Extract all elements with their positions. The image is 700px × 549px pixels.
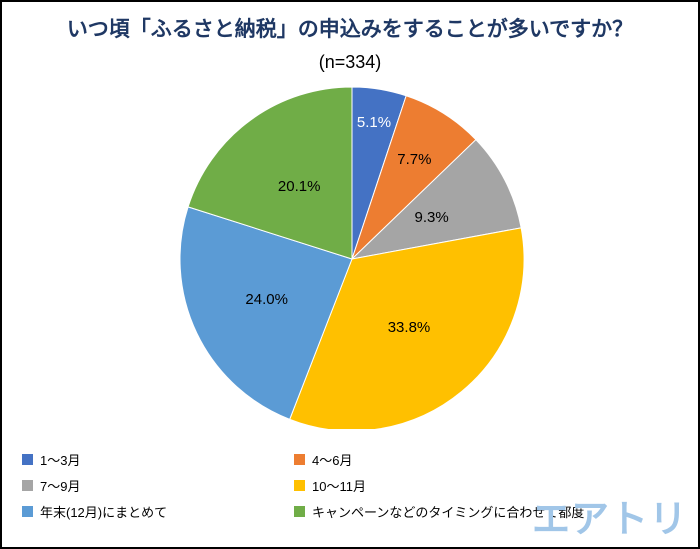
pie-label-5: 20.1% xyxy=(278,178,321,195)
legend-swatch-3 xyxy=(294,479,305,491)
legend-label-2: 7〜9月 xyxy=(40,478,81,494)
sample-size-label: (n=334) xyxy=(318,52,382,73)
pie-label-0: 5.1% xyxy=(357,114,391,131)
legend-label-5: キャンペーンなどのタイミングに合わせて都度 xyxy=(312,504,585,520)
legend-swatch-0 xyxy=(22,453,33,465)
legend-item-5: キャンペーンなどのタイミングに合わせて都度 xyxy=(294,498,642,524)
pie-label-4: 24.0% xyxy=(245,291,288,308)
legend-label-4: 年末(12月)にまとめて xyxy=(40,504,168,520)
legend-swatch-2 xyxy=(22,479,33,491)
pie-label-3: 33.8% xyxy=(388,319,431,336)
pie-label-1: 7.7% xyxy=(397,151,431,168)
brand-logo: エアトリ xyxy=(531,499,688,541)
pie-slice-4 xyxy=(179,206,353,421)
legend-item-4: 年末(12月)にまとめて xyxy=(22,498,294,524)
legend-swatch-5 xyxy=(294,505,305,517)
legend-item-1: 4〜6月 xyxy=(294,446,642,472)
legend-item-3: 10〜11月 xyxy=(294,472,642,498)
legend-swatch-1 xyxy=(294,453,305,465)
legend-swatch-4 xyxy=(22,505,33,517)
pie-slice-2 xyxy=(350,139,522,261)
legend-item-0: 1〜3月 xyxy=(22,446,294,472)
chart-title: いつ頃「ふるさと納税」の申込みをすることが多いですか？ xyxy=(66,18,634,41)
pie-chart: 5.1% 7.7% 9.3% 33.8% 24.0% 20.1% xyxy=(179,86,525,430)
pie-slice-5 xyxy=(187,86,353,260)
legend-label-1: 4〜6月 xyxy=(312,452,353,468)
pie-label-2: 9.3% xyxy=(414,209,448,226)
legend-label-3: 10〜11月 xyxy=(312,478,366,494)
legend-label-0: 1〜3月 xyxy=(40,452,81,468)
pie-slice-3 xyxy=(289,227,525,430)
legend-item-2: 7〜9月 xyxy=(22,472,294,498)
chart-legend: 1〜3月 4〜6月 7〜9月 10〜11月年末(12月)にまとめて キャンペーンなどのタ… xyxy=(22,446,642,524)
